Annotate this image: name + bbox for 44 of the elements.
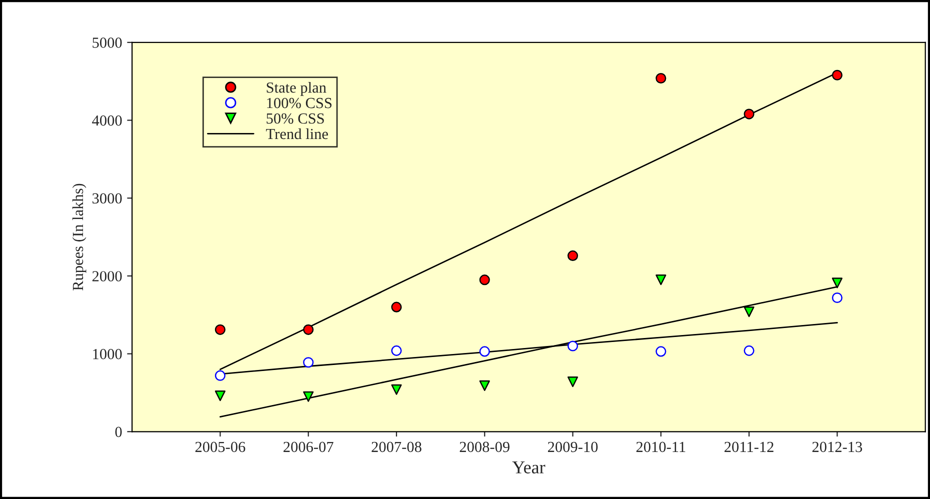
y-tick-label: 4000 — [92, 115, 122, 126]
x-tick-label: 2008-09 — [460, 442, 510, 452]
point — [303, 357, 314, 368]
x-tick-label: 2012-13 — [812, 442, 862, 452]
x-tick-label: 2005-06 — [195, 442, 246, 452]
point — [479, 346, 490, 357]
y-tick-label: 0 — [115, 426, 122, 438]
point — [479, 274, 490, 286]
y-tick-label: 1000 — [93, 348, 122, 360]
point — [744, 345, 754, 356]
y-tick-label: 2000 — [92, 271, 122, 282]
point — [832, 292, 842, 304]
legend-label: 50% CSS — [266, 113, 324, 124]
point — [479, 380, 490, 391]
point — [303, 391, 314, 402]
x-tick-label: 2011-12 — [724, 442, 774, 452]
x-tick-label: 2006-07 — [284, 442, 334, 452]
x-tick-label: 2007-08 — [372, 442, 422, 452]
legend-label: 100% CSS — [267, 98, 332, 108]
point — [567, 376, 578, 388]
point — [391, 384, 402, 395]
legend-label: Trend line — [266, 128, 328, 140]
x-tick-label: 2010-11 — [636, 442, 686, 452]
x-tick-label: 2009-10 — [548, 442, 598, 452]
point — [303, 324, 314, 335]
point — [214, 390, 226, 402]
point — [656, 346, 666, 357]
y-tick-label: 3000 — [92, 193, 122, 204]
point — [744, 108, 754, 120]
point — [567, 340, 578, 352]
point — [391, 302, 402, 312]
point — [391, 345, 402, 356]
point — [744, 306, 754, 318]
point — [832, 278, 842, 288]
y-tick-label: 5000 — [92, 38, 122, 48]
legend-label: State plan — [266, 82, 326, 96]
point — [214, 370, 226, 381]
point — [214, 324, 226, 335]
x-axis-title: Year — [512, 461, 546, 474]
point — [567, 250, 578, 261]
point — [832, 70, 842, 80]
point — [656, 72, 666, 84]
point — [656, 274, 666, 286]
y-axis-title: Rupees (In lakhs) — [72, 184, 86, 290]
